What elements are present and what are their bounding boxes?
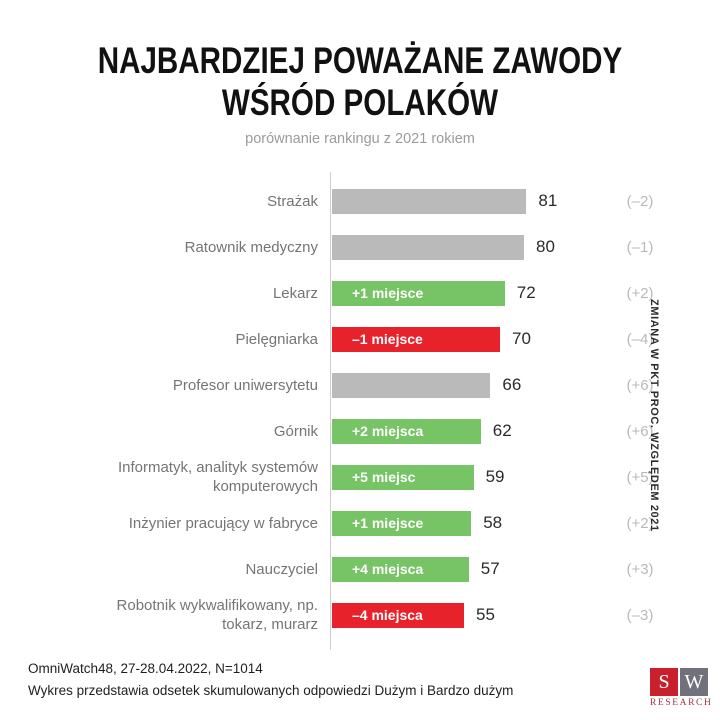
rank-change-badge: +4 miejsca [352,561,424,577]
bar: –4 miejsca [332,602,464,628]
logo-letter-w: W [680,668,708,696]
category-label: Strażak [267,192,318,210]
bar: +4 miejsca [332,556,469,582]
pct-change-label: (–4) [626,330,654,348]
pct-change-label: (–1) [626,238,654,256]
rank-change-badge: +1 miejsce [352,515,424,531]
bar-row: Informatyk, analityk systemów komputerow… [0,454,720,500]
bar-row: Robotnik wykwalifikowany, np. tokarz, mu… [0,592,720,638]
sw-research-logo: S W RESEARCH [650,668,712,708]
bar-row: Lekarz +1 miejsce 72 (+2) [0,270,720,316]
rank-change-badge: +2 miejsca [352,423,424,439]
bar-value: 55 [476,605,495,624]
footer-source: OmniWatch48, 27-28.04.2022, N=1014 [28,661,263,676]
pct-change-label: (+6) [626,422,654,440]
rank-change-badge: +1 miejsce [352,285,424,301]
rank-change-badge: –1 miejsce [352,331,423,347]
chart-title-line2: WŚRÓD POLAKÓW [221,82,499,123]
bar-value: 72 [516,283,536,302]
bar [332,234,524,260]
pct-change-label: (+5) [626,468,654,486]
pct-change-label: (+2) [626,514,654,532]
footer-note: OmniWatch48, 27-28.04.2022, N=1014 Wykre… [28,658,588,702]
rank-change-badge: –4 miejsca [352,607,423,623]
bar-value: 57 [480,559,500,578]
pct-change-label: (–2) [626,192,654,210]
category-label: Nauczyciel [245,560,318,578]
category-label: Ratownik medyczny [184,238,318,256]
bar-row: Górnik +2 miejsca 62 (+6) [0,408,720,454]
right-axis-label: ZMIANA W PKT PROC. WZGLĘDEM 2021 [648,299,660,532]
chart-subtitle: porównanie rankingu z 2021 rokiem [245,131,475,147]
bar: +5 miejsc [332,464,474,490]
y-axis-line [330,172,331,650]
bar: +1 miejsce [332,280,505,306]
bar-chart: Strażak 81 (–2) Ratownik medyczny 80 (–1… [0,178,720,638]
chart-title: NAJBARDZIEJ POWAŻANE ZAWODY WŚRÓD POLAKÓ… [72,40,648,124]
bar: +2 miejsca [332,418,481,444]
pct-change-label: (–3) [626,606,654,624]
bar-row: Inżynier pracujący w fabryce +1 miejsce … [0,500,720,546]
pct-change-label: (+6) [626,376,654,394]
bar-row: Profesor uniwersytetu 66 (+6) [0,362,720,408]
category-label: Pielęgniarka [235,330,318,348]
bar-row: Nauczyciel +4 miejsca 57 (+3) [0,546,720,592]
bar-value: 59 [485,467,505,486]
rank-change-badge: +5 miejsc [352,469,416,485]
bar-row: Pielęgniarka –1 miejsce 70 (–4) [0,316,720,362]
footer-description: Wykres przedstawia odsetek skumulowanych… [28,683,514,698]
bar-row: Strażak 81 (–2) [0,178,720,224]
pct-change-label: (+2) [626,284,654,302]
category-label: Lekarz [272,284,318,302]
category-label: Informatyk, analityk systemów komputerow… [117,459,318,495]
pct-change-label: (+3) [626,560,654,578]
logo-squares: S W [650,668,712,696]
category-label: Robotnik wykwalifikowany, np. tokarz, mu… [116,597,318,633]
bar [332,372,491,398]
bar-value: 58 [483,513,503,532]
bar [332,188,527,214]
category-label: Profesor uniwersytetu [172,376,318,394]
bar-row: Ratownik medyczny 80 (–1) [0,224,720,270]
category-label: Górnik [273,422,318,440]
bar-value: 66 [502,375,522,394]
logo-caption: RESEARCH [650,698,713,708]
logo-letter-s: S [650,668,678,696]
bar-value: 80 [536,237,555,256]
bar-value: 81 [538,191,558,210]
bar-value: 62 [492,421,512,440]
bar: –1 miejsce [332,326,500,352]
bar-value: 70 [512,329,531,348]
bar: +1 miejsce [332,510,472,536]
category-label: Inżynier pracujący w fabryce [128,514,318,532]
chart-title-line1: NAJBARDZIEJ POWAŻANE ZAWODY [97,40,623,81]
